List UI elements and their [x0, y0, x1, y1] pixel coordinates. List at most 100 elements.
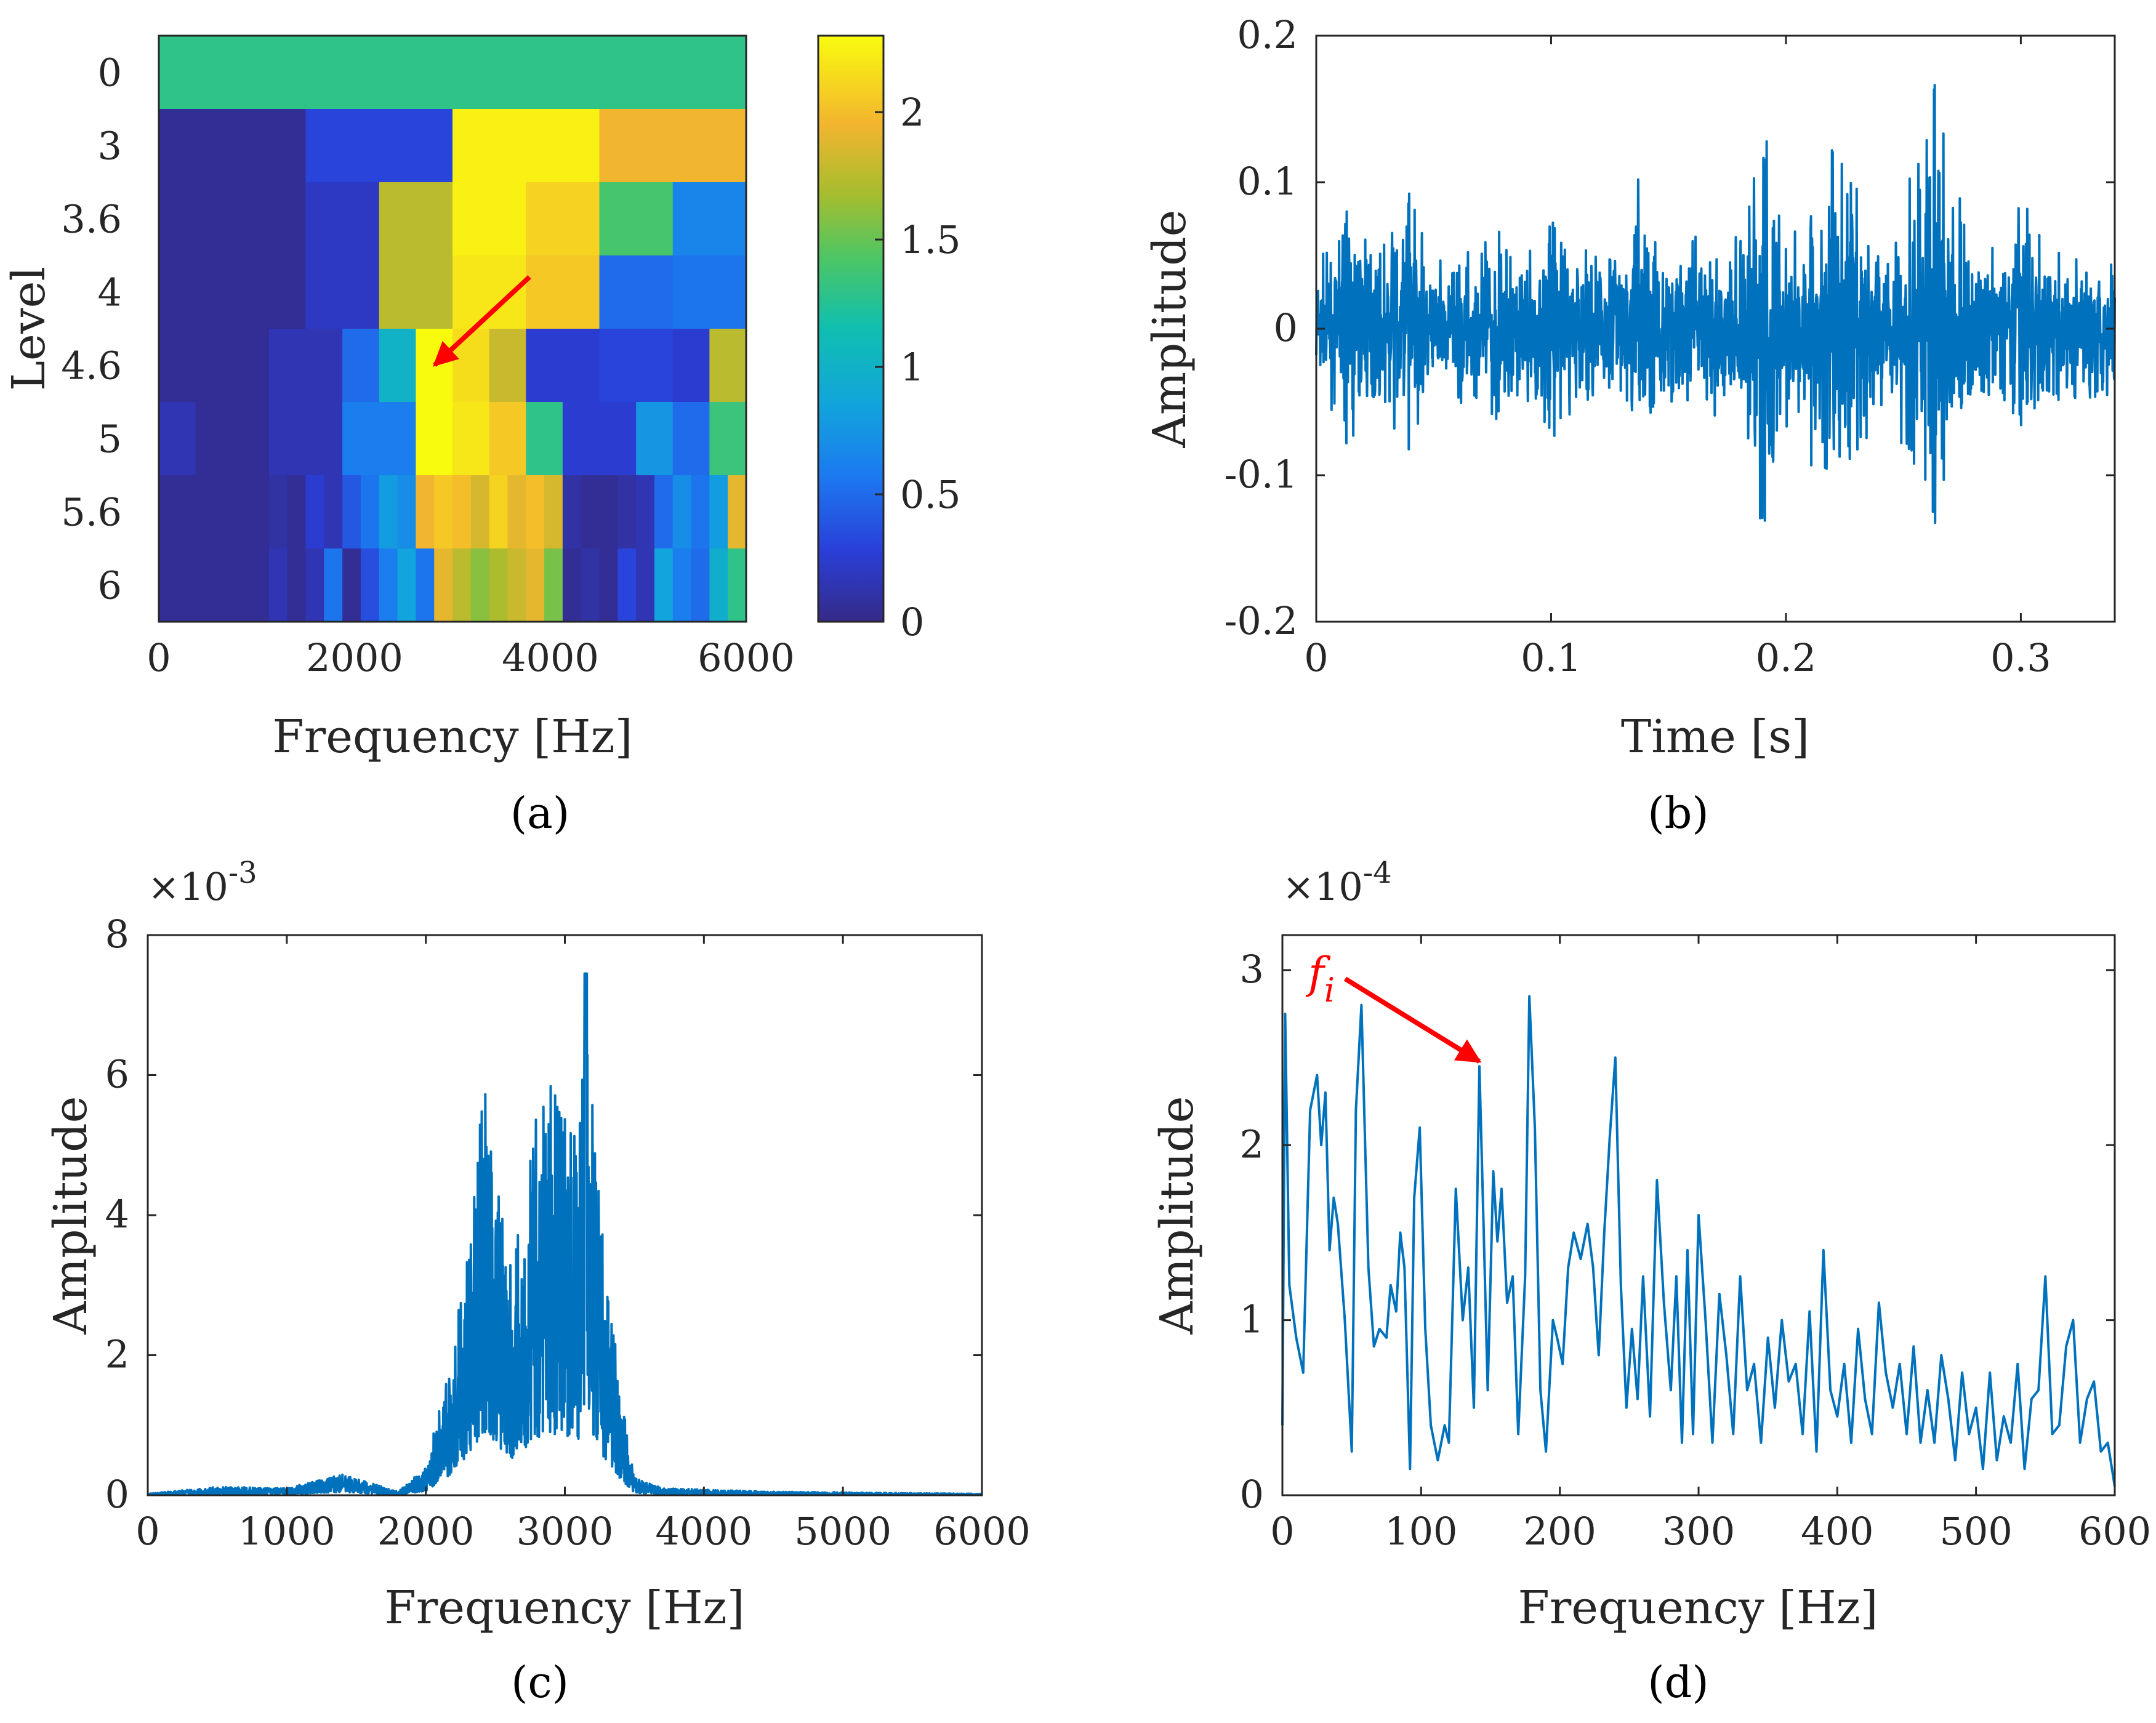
heatmap-cell	[654, 548, 674, 622]
heatmap-cell	[268, 548, 288, 622]
time-y-tick-label: -0.2	[1224, 598, 1298, 643]
heatmap-y-tick-label: 3.6	[61, 197, 122, 242]
heatmap-cell	[672, 182, 747, 256]
spectrum-path	[147, 972, 983, 1496]
heatmap-cell	[195, 329, 233, 403]
spectrum-y-tick-label: 8	[105, 912, 129, 957]
fi-arrow	[1343, 976, 1482, 1064]
spectrum-line	[147, 972, 983, 1496]
heatmap-cell	[636, 475, 655, 549]
heatmap-cell	[251, 475, 270, 549]
heatmap-cell	[636, 402, 674, 476]
heatmap-cell	[599, 548, 618, 622]
heatmap-y-tick-label: 4	[98, 270, 122, 315]
heatmap-x-ticks: 0 2000 4000 6000	[147, 635, 795, 680]
heatmap-cell	[379, 255, 453, 329]
heatmap-cell	[379, 475, 398, 549]
time-x-label: Time [s]	[1621, 710, 1809, 763]
time-y-ticks: -0.2 -0.1 0 0.1 0.2	[1224, 12, 2115, 643]
heatmap-cell	[416, 548, 435, 622]
heatmap-cell	[672, 548, 692, 622]
heatmap-cell	[617, 475, 637, 549]
heatmap-cell	[305, 109, 453, 183]
heatmap-cell	[453, 329, 490, 403]
heatmap-y-tick-label: 3	[98, 124, 122, 169]
heatmap-cell	[709, 329, 747, 403]
colorbar-tick-label: 0.5	[900, 472, 961, 517]
heatmap-y-tick-label: 0	[98, 50, 122, 95]
heatmap-cell	[526, 548, 545, 622]
envelope-multiplier-exp: -4	[1363, 856, 1392, 890]
heatmap-cell	[709, 475, 728, 549]
heatmap-x-tick-label: 4000	[502, 635, 599, 680]
heatmap-cell	[159, 109, 307, 183]
heatmap-cell	[434, 475, 453, 549]
heatmap-cell	[691, 475, 710, 549]
heatmap-cell	[416, 402, 453, 476]
heatmap-cell	[709, 548, 728, 622]
heatmap-cell	[379, 402, 416, 476]
heatmap-y-label: Level	[2, 267, 55, 391]
spectrum-x-tick-label: 2000	[377, 1509, 475, 1554]
heatmap-cell	[159, 548, 178, 622]
caption-d: (d)	[1647, 1657, 1708, 1708]
heatmap-x-tick-label: 2000	[306, 635, 403, 680]
envelope-spectrum-path	[1281, 995, 2116, 1487]
time-y-label: Amplitude	[1143, 210, 1196, 449]
spectrum-x-tick-label: 3000	[517, 1509, 614, 1554]
heatmap-cell	[581, 548, 600, 622]
envelope-y-tick-label: 2	[1240, 1122, 1264, 1167]
heatmap-cell	[268, 402, 307, 476]
heatmap-cell	[526, 475, 545, 549]
heatmap-cell	[305, 548, 324, 622]
heatmap-cell	[453, 109, 600, 183]
heatmap-cell	[507, 475, 526, 549]
heatmap-cell	[232, 329, 270, 403]
heatmap-cell	[416, 329, 453, 403]
spectrum-y-tick-label: 2	[105, 1332, 129, 1377]
envelope-y-label: Amplitude	[1151, 1096, 1204, 1335]
fi-label-sub: i	[1324, 971, 1335, 1010]
heatmap-cell	[177, 475, 196, 549]
heatmap-cell	[489, 402, 526, 476]
heatmap-cell	[159, 36, 747, 110]
heatmap-cell	[562, 475, 582, 549]
heatmap-y-tick-label: 6	[98, 563, 122, 608]
heatmap-cell	[342, 475, 361, 549]
heatmap-cell	[159, 182, 233, 256]
heatmap-y-tick-label: 5.6	[61, 490, 122, 535]
heatmap-cell	[489, 548, 509, 622]
heatmap-frame	[158, 34, 747, 623]
heatmap-cell	[507, 548, 526, 622]
envelope-spectrum-line	[1281, 995, 2116, 1487]
colorbar-frame	[817, 34, 885, 623]
heatmap-cell	[287, 475, 307, 549]
envelope-x-tick-label: 0	[1270, 1509, 1294, 1554]
heatmap-cell	[305, 255, 380, 329]
time-signal-path	[1315, 84, 2116, 524]
heatmap-cell	[159, 475, 178, 549]
heatmap-cell	[232, 548, 251, 622]
spectrum-y-tick-label: 4	[105, 1192, 129, 1237]
envelope-x-ticks: 0 100 200 300 400 500 600	[1270, 935, 2151, 1554]
colorbar-tick-label: 1.5	[900, 217, 961, 262]
heatmap-cell	[397, 475, 416, 549]
heatmap-cell	[672, 402, 710, 476]
heatmap-cell	[305, 329, 343, 403]
heatmap-cell	[251, 548, 270, 622]
heatmap-y-ticks: 0 3 3.6 4 4.6 5 5.6 6	[61, 50, 122, 608]
envelope-x-tick-label: 200	[1523, 1509, 1596, 1554]
heatmap-cell	[489, 475, 509, 549]
heatmap-cell	[159, 402, 196, 476]
heatmap-cell	[599, 329, 637, 403]
heatmap-cell	[342, 402, 380, 476]
panel-b: 0 0.1 0.2 0.3 -0.2 -0.1 0 0.1 0.2 Time [s] Ampl…	[1143, 12, 2116, 838]
envelope-multiplier-base: ×10	[1282, 864, 1363, 909]
envelope-x-tick-label: 400	[1801, 1509, 1873, 1554]
heatmap-cell	[195, 402, 233, 476]
spectrum-y-label: Amplitude	[44, 1096, 97, 1335]
panel-a: 0 3 3.6 4 4.6 5 5.6 6 0 2000 4000 6000 Frequency […	[2, 34, 961, 838]
spectrum-multiplier: ×10-3	[148, 856, 257, 909]
spectrum-x-ticks: 0 1000 2000 3000 4000 5000 6000	[135, 935, 1031, 1554]
